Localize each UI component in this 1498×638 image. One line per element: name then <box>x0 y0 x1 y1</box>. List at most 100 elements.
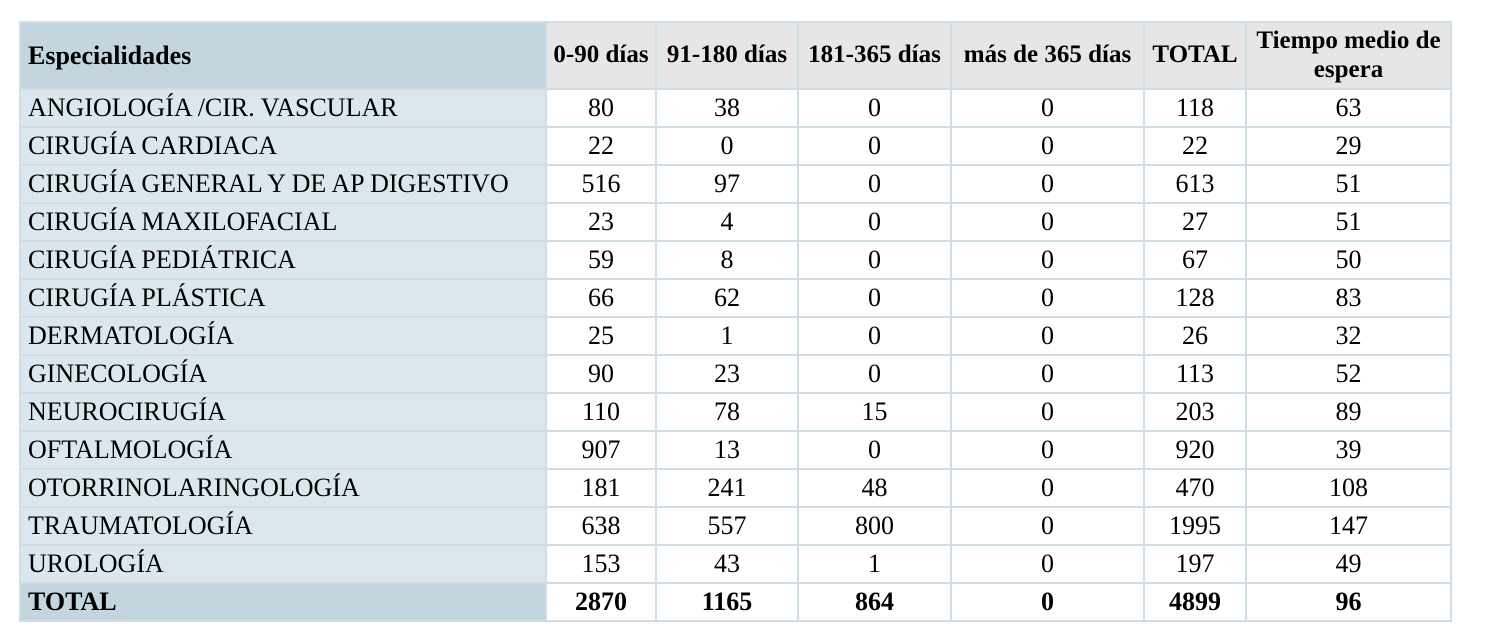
value-cell: 32 <box>1245 316 1452 356</box>
value-cell: 1 <box>655 316 799 356</box>
value-cell: 25 <box>545 316 657 356</box>
value-cell: 49 <box>1245 544 1452 584</box>
table-row: CIRUGÍA GENERAL Y DE AP DIGESTIVO 516 97 0 0… <box>19 164 1452 204</box>
value-cell: 181 <box>545 468 657 508</box>
specialty-cell: UROLOGÍA <box>19 544 547 584</box>
value-cell: 128 <box>1143 278 1247 318</box>
specialty-cell: TRAUMATOLOGÍA <box>19 506 547 546</box>
specialty-cell: GINECOLOGÍA <box>19 354 547 394</box>
value-cell: 113 <box>1143 354 1247 394</box>
value-cell: 78 <box>655 392 799 432</box>
specialty-cell: CIRUGÍA PEDIÁTRICA <box>19 240 547 280</box>
value-cell: 0 <box>797 430 952 470</box>
value-cell: 67 <box>1143 240 1247 280</box>
column-header-dias-91-180: 91-180 días <box>655 21 799 90</box>
value-cell: 0 <box>797 202 952 242</box>
value-cell: 50 <box>1245 240 1452 280</box>
value-cell: 0 <box>950 240 1145 280</box>
value-cell: 1165 <box>655 582 799 622</box>
value-cell: 110 <box>545 392 657 432</box>
value-cell: 0 <box>950 582 1145 622</box>
value-cell: 0 <box>950 164 1145 204</box>
value-cell: 0 <box>950 202 1145 242</box>
value-cell: 0 <box>950 544 1145 584</box>
value-cell: 197 <box>1143 544 1247 584</box>
value-cell: 147 <box>1245 506 1452 546</box>
value-cell: 66 <box>545 278 657 318</box>
column-header-mas-de-365-dias: más de 365 días <box>950 21 1145 90</box>
value-cell: 4899 <box>1143 582 1247 622</box>
value-cell: 638 <box>545 506 657 546</box>
value-cell: 241 <box>655 468 799 508</box>
value-cell: 89 <box>1245 392 1452 432</box>
value-cell: 0 <box>797 240 952 280</box>
value-cell: 0 <box>797 164 952 204</box>
value-cell: 0 <box>950 392 1145 432</box>
value-cell: 39 <box>1245 430 1452 470</box>
specialty-cell: DERMATOLOGÍA <box>19 316 547 356</box>
table-row: CIRUGÍA MAXILOFACIAL 23 4 0 0 27 51 <box>19 202 1452 242</box>
table-body: ANGIOLOGÍA /CIR. VASCULAR 80 38 0 0 118 63 CIRU… <box>19 88 1452 622</box>
value-cell: 203 <box>1143 392 1247 432</box>
value-cell: 907 <box>545 430 657 470</box>
specialty-cell: OTORRINOLARINGOLOGÍA <box>19 468 547 508</box>
value-cell: 22 <box>545 126 657 166</box>
table-row: CIRUGÍA PLÁSTICA 66 62 0 0 128 83 <box>19 278 1452 318</box>
value-cell: 470 <box>1143 468 1247 508</box>
total-row: TOTAL 2870 1165 864 0 4899 96 <box>19 582 1452 622</box>
value-cell: 516 <box>545 164 657 204</box>
specialty-cell: ANGIOLOGÍA /CIR. VASCULAR <box>19 88 547 128</box>
value-cell: 38 <box>655 88 799 128</box>
value-cell: 0 <box>797 316 952 356</box>
value-cell: 51 <box>1245 164 1452 204</box>
value-cell: 23 <box>545 202 657 242</box>
specialty-cell: CIRUGÍA MAXILOFACIAL <box>19 202 547 242</box>
value-cell: 90 <box>545 354 657 394</box>
table-row: NEUROCIRUGÍA 110 78 15 0 203 89 <box>19 392 1452 432</box>
value-cell: 108 <box>1245 468 1452 508</box>
value-cell: 0 <box>797 354 952 394</box>
value-cell: 23 <box>655 354 799 394</box>
value-cell: 0 <box>950 506 1145 546</box>
value-cell: 800 <box>797 506 952 546</box>
value-cell: 52 <box>1245 354 1452 394</box>
wait-list-table: Especialidades 0-90 días 91-180 días 181-36… <box>19 21 1452 622</box>
value-cell: 0 <box>950 126 1145 166</box>
value-cell: 96 <box>1245 582 1452 622</box>
value-cell: 51 <box>1245 202 1452 242</box>
value-cell: 83 <box>1245 278 1452 318</box>
column-header-total: TOTAL <box>1143 21 1247 90</box>
table-row: OFTALMOLOGÍA 907 13 0 0 920 39 <box>19 430 1452 470</box>
table-row: OTORRINOLARINGOLOGÍA 181 241 48 0 470 108 <box>19 468 1452 508</box>
value-cell: 48 <box>797 468 952 508</box>
specialty-cell: NEUROCIRUGÍA <box>19 392 547 432</box>
specialty-cell: CIRUGÍA GENERAL Y DE AP DIGESTIVO <box>19 164 547 204</box>
value-cell: 0 <box>950 278 1145 318</box>
value-cell: 26 <box>1143 316 1247 356</box>
specialty-cell: CIRUGÍA CARDIACA <box>19 126 547 166</box>
table-row: ANGIOLOGÍA /CIR. VASCULAR 80 38 0 0 118 63 <box>19 88 1452 128</box>
value-cell: 557 <box>655 506 799 546</box>
value-cell: 0 <box>950 316 1145 356</box>
table-row: TRAUMATOLOGÍA 638 557 800 0 1995 147 <box>19 506 1452 546</box>
value-cell: 1 <box>797 544 952 584</box>
table-row: DERMATOLOGÍA 25 1 0 0 26 32 <box>19 316 1452 356</box>
value-cell: 0 <box>797 126 952 166</box>
value-cell: 27 <box>1143 202 1247 242</box>
value-cell: 4 <box>655 202 799 242</box>
specialty-cell: CIRUGÍA PLÁSTICA <box>19 278 547 318</box>
column-header-tiempo-medio: Tiempo medio de espera <box>1245 21 1452 90</box>
value-cell: 0 <box>950 354 1145 394</box>
table-row: CIRUGÍA PEDIÁTRICA 59 8 0 0 67 50 <box>19 240 1452 280</box>
value-cell: 920 <box>1143 430 1247 470</box>
value-cell: 22 <box>1143 126 1247 166</box>
value-cell: 80 <box>545 88 657 128</box>
value-cell: 0 <box>655 126 799 166</box>
column-header-dias-181-365: 181-365 días <box>797 21 952 90</box>
value-cell: 59 <box>545 240 657 280</box>
value-cell: 0 <box>950 88 1145 128</box>
value-cell: 864 <box>797 582 952 622</box>
specialty-cell: TOTAL <box>19 582 547 622</box>
value-cell: 15 <box>797 392 952 432</box>
